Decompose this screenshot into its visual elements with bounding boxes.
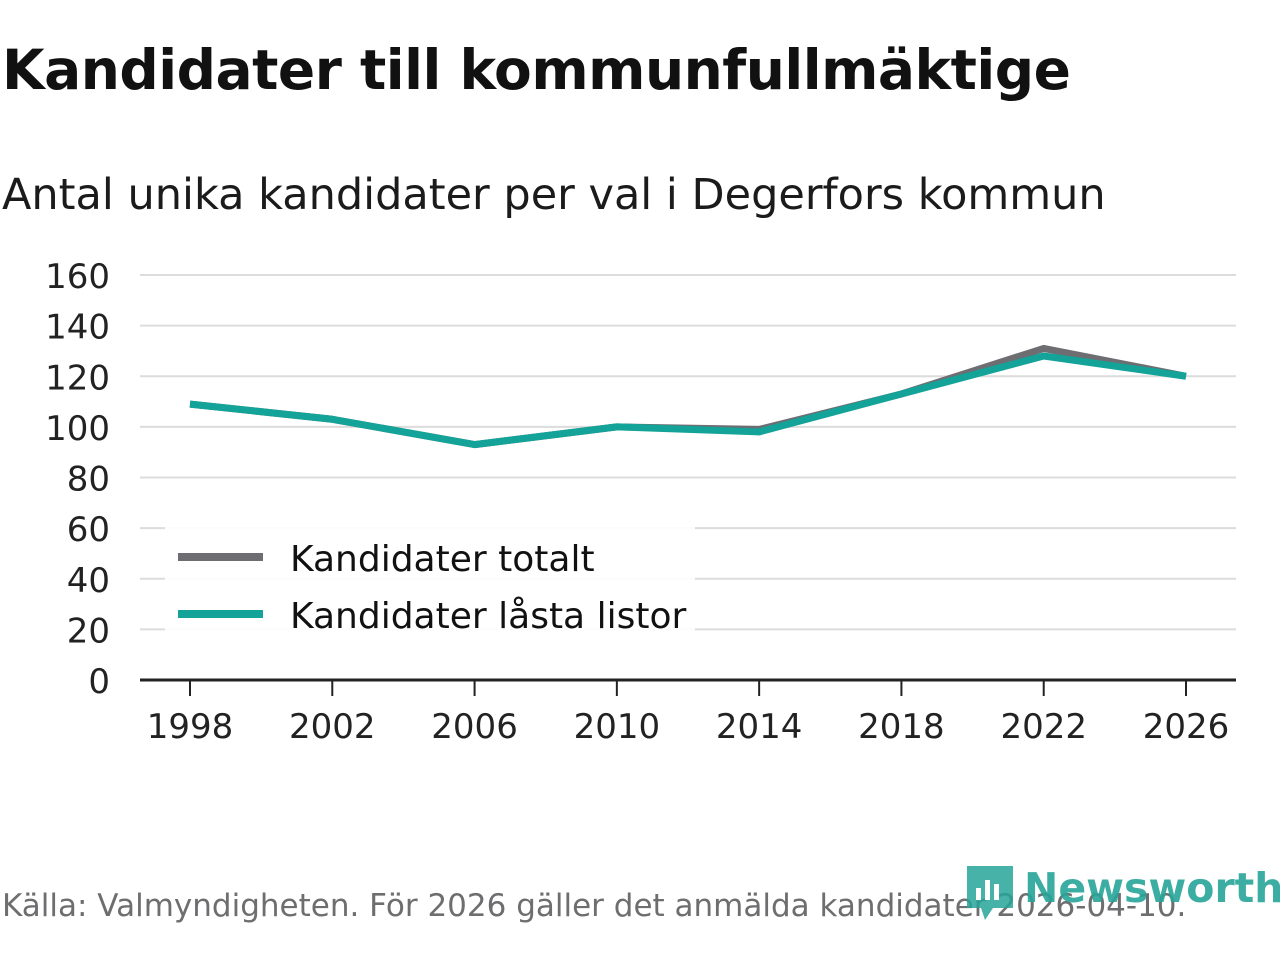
- y-tick-label: 100: [45, 409, 110, 449]
- x-tick-label: 1998: [147, 707, 234, 747]
- line-chart: 0 20 40 60 80 100 120 140 160 1998 2002 2006 2010 20…: [45, 257, 1236, 747]
- x-tick-label: 2018: [858, 707, 945, 747]
- x-tick-label: 2014: [716, 707, 803, 747]
- newsworthy-logo: Newsworthy: [964, 862, 1280, 924]
- series-line-locked: [189, 352, 1187, 449]
- legend-label: Kandidater totalt: [290, 539, 595, 580]
- y-tick-label: 60: [67, 510, 110, 550]
- series-lines: [189, 344, 1187, 449]
- y-tick-label: 80: [67, 460, 110, 500]
- x-tick-label: 2022: [1000, 707, 1087, 747]
- x-tick-label: 2006: [431, 707, 518, 747]
- y-tick-label: 40: [67, 561, 110, 601]
- y-axis: 0 20 40 60 80 100 120 140 160: [45, 257, 110, 702]
- y-tick-label: 120: [45, 358, 110, 398]
- x-tick-label: 2002: [289, 707, 376, 747]
- x-axis: 1998 2002 2006 2010 2014 2018 2022 2026: [140, 678, 1236, 747]
- chart-subtitle: Antal unika kandidater per val i Degerfo…: [2, 170, 1106, 220]
- y-tick-label: 160: [45, 257, 110, 297]
- y-tick-label: 0: [88, 662, 110, 702]
- newsworthy-logo-icon: [967, 866, 1013, 920]
- y-tick-label: 20: [67, 611, 110, 651]
- y-tick-label: 140: [45, 308, 110, 348]
- legend-label: Kandidater låsta listor: [290, 596, 686, 637]
- x-tick-label: 2026: [1143, 707, 1230, 747]
- x-tick-label: 2010: [574, 707, 661, 747]
- newsworthy-logo-text: Newsworthy: [1024, 864, 1280, 912]
- legend: Kandidater totalt Kandidater låsta listor: [165, 527, 695, 637]
- chart-title: Kandidater till kommunfullmäktige: [2, 38, 1071, 102]
